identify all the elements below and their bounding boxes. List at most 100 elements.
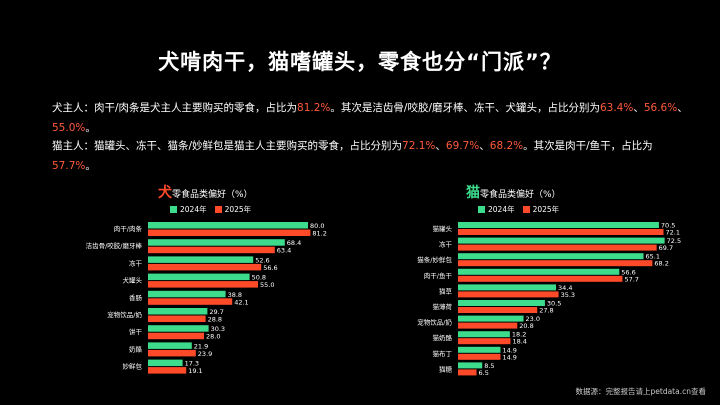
bar-2025 [458, 229, 664, 235]
bar-2025 [148, 229, 311, 236]
cat-legend: 2024年 2025年 [470, 204, 559, 215]
bar-value-label: 30.3 [211, 325, 225, 333]
summary-text: 。 [85, 122, 96, 134]
legend-label-2024: 2024年 [488, 205, 515, 214]
bar-2025 [458, 244, 657, 251]
bar-value-label: 14.9 [502, 353, 516, 361]
legend-label-2025: 2025年 [532, 205, 560, 214]
summary-text: 犬主人：肉干/肉条是犬主人主要购买的零食，占比为 [52, 102, 298, 114]
bar-value-label: 21.9 [194, 342, 208, 350]
bar-value-label: 17.3 [185, 360, 199, 368]
bar-2024 [458, 300, 545, 306]
summary-text: 。其次是肉干/鱼干，占比为 [523, 140, 653, 152]
bar-2025 [458, 307, 538, 313]
summary-text: 、 [677, 102, 688, 114]
cat-chart-title: 猫零食品类偏好（%） [466, 182, 561, 202]
category-label: 宠物饮品/奶 [107, 310, 142, 319]
bar-2024 [458, 268, 620, 275]
bar-2024 [148, 325, 209, 332]
bar-value-label: 27.8 [539, 307, 553, 315]
bar-2025 [148, 349, 196, 357]
category-label: 猫草 [439, 286, 453, 295]
bar-value-label: 35.3 [561, 291, 575, 299]
bar-2024 [148, 359, 183, 367]
bar-value-label: 56.6 [621, 268, 635, 276]
bar-2025 [148, 298, 233, 305]
category-label: 猫罐头 [433, 224, 453, 233]
highlight-percent: 57.7% [52, 160, 86, 172]
bar-2025 [458, 291, 559, 298]
legend-label-2025: 2025年 [224, 205, 252, 214]
bar-value-label: 57.7 [624, 275, 638, 283]
bar-2024 [148, 239, 285, 246]
dog-chart-title-char: 犬 [158, 185, 172, 201]
category-label: 猫奶酪 [433, 333, 453, 342]
bar-value-label: 52.6 [255, 256, 269, 264]
dog-owner-summary: 犬主人：肉干/肉条是犬主人主要购买的零食，占比为81.2%。其次是洁齿骨/咬胶/… [52, 98, 692, 138]
bar-value-label: 38.8 [228, 291, 242, 299]
legend-swatch-2024 [478, 206, 485, 213]
summary-text: 、 [479, 140, 490, 152]
bar-value-label: 23.0 [526, 315, 540, 323]
bar-2025 [148, 332, 204, 340]
bar-value-label: 28.8 [208, 316, 222, 324]
cat-chart-title-text: 零食品类偏好（%） [480, 190, 561, 200]
category-label: 洁齿骨/咬胶/磨牙棒 [86, 241, 143, 250]
dog-chart-title: 犬零食品类偏好（%） [158, 182, 253, 202]
bar-2025 [458, 338, 511, 345]
summary-text: 、 [435, 140, 446, 152]
bar-2025 [148, 315, 206, 322]
bar-value-label: 68.4 [287, 239, 301, 247]
bar-value-label: 30.5 [547, 300, 561, 308]
summary-text: 、 [633, 102, 644, 114]
highlight-percent: 81.2% [297, 102, 331, 114]
category-label: 肉干/鱼干 [424, 271, 453, 280]
legend-label-2024: 2024年 [180, 205, 207, 214]
highlight-percent: 55.0% [52, 122, 86, 134]
bar-2024 [148, 222, 308, 229]
category-label: 猫布丁 [433, 349, 453, 358]
data-source-note: 数据源：完整报告请上petdata.cn查看 [575, 387, 706, 396]
category-label: 猫条/妙鲜包 [417, 255, 452, 264]
highlight-percent: 63.4% [599, 102, 634, 114]
bar-value-label: 42.1 [234, 298, 248, 306]
bar-value-label: 69.7 [659, 244, 673, 252]
category-label: 猫糖 [439, 364, 453, 373]
bar-value-label: 55.0 [260, 281, 274, 289]
bar-2025 [458, 260, 653, 267]
category-label: 冻干 [129, 258, 143, 267]
bar-value-label: 18.2 [512, 331, 526, 339]
bar-2024 [148, 342, 192, 349]
bar-2025 [148, 246, 275, 254]
dog-snack-chart: 肉干/肉条 80.081.2 洁齿骨/咬胶/磨牙棒 68.463.4 冻干 52.656.… [86, 222, 327, 375]
bar-2025 [458, 275, 623, 282]
bar-2024 [148, 273, 250, 281]
legend-swatch-2025 [522, 206, 530, 213]
highlight-percent: 69.7% [445, 140, 480, 152]
bar-2025 [148, 367, 187, 374]
highlight-percent: 56.6% [643, 102, 678, 114]
bar-value-label: 8.5 [484, 362, 494, 370]
summary-text: 猫主人：猫罐头、冻干、猫条/妙鲜包是猫主人主要购买的零食，占比分别为 [52, 140, 403, 152]
bar-2024 [458, 331, 510, 338]
category-label: 饼干 [129, 327, 143, 336]
category-label: 犬罐头 [123, 276, 143, 285]
dog-legend: 2024年 2025年 [162, 204, 251, 215]
bar-value-label: 14.9 [502, 346, 516, 354]
category-label: 香肠 [129, 293, 143, 302]
bar-2024 [458, 253, 644, 260]
bar-value-label: 81.2 [312, 230, 326, 238]
bar-2024 [458, 315, 524, 322]
legend-swatch-2024 [170, 206, 177, 213]
dog-chart-title-text: 零食品类偏好（%） [172, 190, 253, 200]
category-label: 妙鲜包 [123, 362, 143, 371]
page-title: 犬啃肉干，猫嗜罐头，零食也分“门派”？ [158, 50, 562, 74]
legend-swatch-2025 [214, 206, 222, 213]
bar-2024 [148, 290, 226, 298]
bar-value-label: 20.8 [519, 322, 533, 330]
bar-value-label: 28.0 [206, 333, 220, 341]
bar-value-label: 70.5 [661, 222, 675, 230]
category-label: 猫薄荷 [433, 302, 453, 311]
category-label: 宠物饮品/奶 [417, 318, 452, 327]
category-label: 肉干/肉条 [114, 224, 143, 233]
